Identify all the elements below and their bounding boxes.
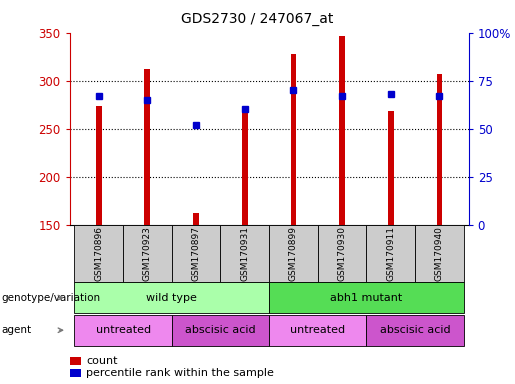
Bar — [70, 357, 81, 365]
Text: GDS2730 / 247067_at: GDS2730 / 247067_at — [181, 12, 334, 25]
Bar — [269, 225, 318, 282]
Bar — [171, 315, 269, 346]
Text: untreated: untreated — [95, 325, 150, 335]
Text: GSM170899: GSM170899 — [289, 226, 298, 281]
Bar — [318, 225, 367, 282]
Bar — [269, 282, 464, 313]
Bar — [367, 315, 464, 346]
Bar — [339, 36, 345, 225]
Bar — [290, 54, 296, 225]
Text: agent: agent — [1, 325, 31, 335]
Bar — [74, 225, 123, 282]
Bar — [171, 225, 220, 282]
Text: abh1 mutant: abh1 mutant — [330, 293, 403, 303]
Bar — [74, 282, 269, 313]
Text: wild type: wild type — [146, 293, 197, 303]
Text: percentile rank within the sample: percentile rank within the sample — [86, 368, 274, 378]
Bar — [437, 74, 442, 225]
Text: abscisic acid: abscisic acid — [380, 325, 451, 335]
Text: GSM170940: GSM170940 — [435, 226, 444, 281]
Text: GSM170930: GSM170930 — [338, 226, 347, 281]
Text: GSM170911: GSM170911 — [386, 226, 396, 281]
Text: GSM170923: GSM170923 — [143, 226, 152, 281]
Text: abscisic acid: abscisic acid — [185, 325, 256, 335]
Bar — [70, 369, 81, 377]
Text: genotype/variation: genotype/variation — [1, 293, 100, 303]
Bar — [388, 111, 393, 225]
Bar — [367, 225, 415, 282]
Bar — [242, 108, 248, 225]
Text: untreated: untreated — [290, 325, 346, 335]
Text: GSM170896: GSM170896 — [94, 226, 103, 281]
Bar — [415, 225, 464, 282]
Bar — [269, 315, 367, 346]
Bar — [74, 315, 171, 346]
Text: GSM170931: GSM170931 — [241, 226, 249, 281]
Text: count: count — [86, 356, 117, 366]
Bar — [193, 213, 199, 225]
Bar — [145, 69, 150, 225]
Bar — [123, 225, 171, 282]
Bar — [220, 225, 269, 282]
Text: GSM170897: GSM170897 — [192, 226, 200, 281]
Bar — [96, 106, 101, 225]
